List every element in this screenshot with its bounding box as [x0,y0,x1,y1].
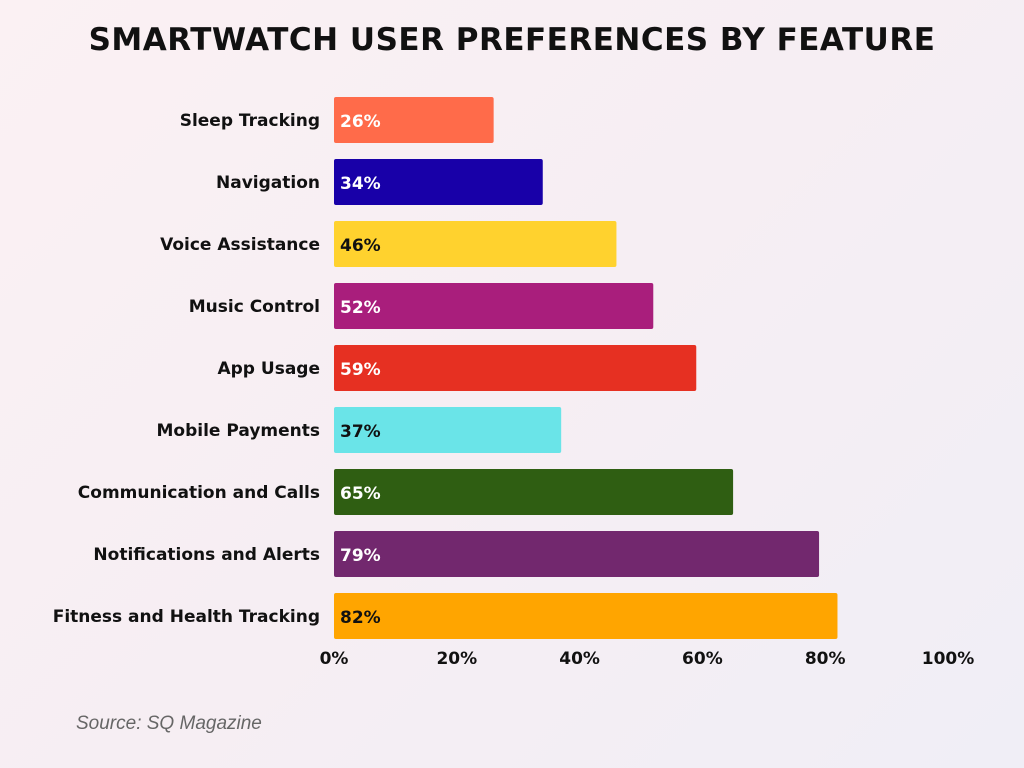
bar [334,283,654,329]
category-label: Mobile Payments [157,421,321,441]
data-label: 52% [340,298,381,318]
category-label: Sleep Tracking [180,111,320,131]
category-label: Fitness and Health Tracking [53,607,320,627]
source-note: Source: SQ Magazine [76,713,262,734]
data-label: 46% [340,236,381,256]
bar [334,345,697,391]
bar [334,593,838,639]
data-label: 79% [340,546,381,566]
category-label: App Usage [217,359,320,379]
data-label: 37% [340,422,381,442]
data-label: 65% [340,484,381,504]
category-label: Communication and Calls [78,483,320,503]
x-tick-label: 80% [805,649,846,669]
bar [334,159,543,205]
data-label: 59% [340,360,381,380]
x-tick-label: 100% [922,649,975,669]
x-tick-label: 20% [436,649,477,669]
data-label: 26% [340,112,381,132]
bar [334,531,820,577]
bar [334,97,494,143]
x-tick-label: 0% [320,649,349,669]
x-tick-label: 60% [682,649,723,669]
chart-title: SMARTWATCH USER PREFERENCES BY FEATURE [88,22,936,58]
category-label: Voice Assistance [160,235,320,255]
category-label: Navigation [216,173,320,193]
bar [334,221,617,267]
bar [334,407,562,453]
data-label: 82% [340,608,381,628]
bar [334,469,734,515]
category-label: Music Control [189,297,320,317]
data-label: 34% [340,174,381,194]
category-label: Notifications and Alerts [93,545,320,565]
x-tick-label: 40% [559,649,600,669]
